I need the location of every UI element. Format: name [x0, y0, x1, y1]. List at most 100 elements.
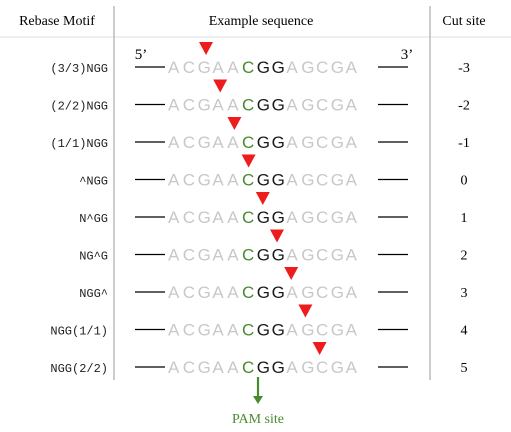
- sequence-letter: G: [272, 358, 285, 377]
- sequence-letter: A: [168, 171, 180, 190]
- sequence-letter: A: [212, 321, 224, 340]
- sequence-letter: A: [346, 133, 358, 152]
- sequence-letter: A: [346, 283, 358, 302]
- motif-label: NGG(2/2): [50, 362, 108, 376]
- sequence-letter: A: [227, 133, 239, 152]
- sequence-letter: A: [346, 58, 358, 77]
- cut-marker: [298, 304, 313, 318]
- sequence-letter: A: [227, 321, 239, 340]
- cut-marker: [199, 42, 213, 55]
- motif-label: NGG(1/1): [50, 325, 108, 339]
- motif-label: NGG^: [79, 287, 108, 301]
- sequence-letter: G: [331, 208, 344, 227]
- sequence-letter: A: [346, 321, 358, 340]
- sequence-letter: C: [242, 171, 254, 190]
- sequence-letter: G: [331, 283, 344, 302]
- sequence-letter: G: [301, 96, 314, 115]
- sequence-letter: C: [183, 283, 195, 302]
- sequence-letter: C: [242, 58, 254, 77]
- cut-value: 2: [461, 249, 468, 264]
- sequence-letter: A: [212, 171, 224, 190]
- sequence-letter: G: [331, 358, 344, 377]
- sequence-letter: A: [346, 246, 358, 265]
- sequence-letter: A: [286, 321, 298, 340]
- motif-label: N^GG: [79, 212, 108, 226]
- row: NGG(1/1) A C G A A C G G A G C G A 4: [50, 304, 468, 340]
- sequence-letter: G: [257, 58, 270, 77]
- sequence-letter: A: [286, 96, 298, 115]
- sequence-letter: G: [331, 246, 344, 265]
- sequence-letter: C: [316, 58, 328, 77]
- header-sequence: Example sequence: [209, 14, 314, 29]
- cut-value: -1: [458, 136, 470, 151]
- sequence-letter: C: [316, 358, 328, 377]
- sequence-letter: G: [198, 321, 211, 340]
- sequence-letter: G: [301, 283, 314, 302]
- sequence-letter: A: [286, 208, 298, 227]
- sequence-letter: C: [242, 208, 254, 227]
- sequence-letter: A: [168, 96, 180, 115]
- sequence-letter: A: [346, 171, 358, 190]
- sequence-letter: C: [183, 246, 195, 265]
- sequence-letter: C: [183, 171, 195, 190]
- sequence-letter: G: [301, 208, 314, 227]
- sequence-letter: A: [346, 208, 358, 227]
- row: N^GG A C G A A C G G A G C G A 1: [79, 192, 468, 227]
- sequence-letter: A: [227, 246, 239, 265]
- row: (3/3)NGG A C G A A C G G A G C G A -3: [50, 42, 470, 77]
- sequence-letter: C: [316, 96, 328, 115]
- sequence-letter: G: [301, 171, 314, 190]
- sequence-letter: C: [242, 96, 254, 115]
- sequence-letter: A: [168, 58, 180, 77]
- sequence-letter: C: [183, 321, 195, 340]
- sequence-letter: A: [286, 133, 298, 152]
- sequence-letter: G: [257, 96, 270, 115]
- sequence-letter: A: [346, 358, 358, 377]
- five-prime-label: 5’: [135, 47, 148, 63]
- sequence-letter: A: [346, 96, 358, 115]
- sequence-letter: A: [227, 58, 239, 77]
- sequence-letter: A: [227, 96, 239, 115]
- sequence-letter: G: [198, 246, 211, 265]
- sequence-letter: G: [331, 58, 344, 77]
- motif-label: (2/2)NGG: [50, 100, 108, 114]
- sequence-letter: C: [242, 246, 254, 265]
- cut-value: 0: [461, 174, 468, 189]
- motif-label: ^NGG: [79, 175, 108, 189]
- sequence-letter: G: [272, 133, 285, 152]
- sequence-letter: G: [198, 283, 211, 302]
- sequence-letter: G: [257, 246, 270, 265]
- cut-marker: [213, 79, 228, 93]
- sequence-letter: C: [183, 58, 195, 77]
- sequence-letter: G: [272, 58, 285, 77]
- row: (1/1)NGG A C G A A C G G A G C G A -1: [50, 117, 470, 152]
- sequence-letter: G: [272, 283, 285, 302]
- motif-label: (3/3)NGG: [50, 62, 108, 76]
- sequence-letter: A: [168, 208, 180, 227]
- sequence-letter: G: [198, 358, 211, 377]
- cut-marker: [241, 154, 256, 168]
- motif-label: NG^G: [79, 250, 108, 264]
- cut-value: 3: [461, 286, 468, 301]
- sequence-letter: A: [168, 321, 180, 340]
- cut-value: 1: [461, 211, 468, 226]
- sequence-letter: C: [242, 358, 254, 377]
- sequence-letter: C: [183, 133, 195, 152]
- sequence-letter: G: [257, 321, 270, 340]
- sequence-letter: C: [316, 283, 328, 302]
- sequence-letter: G: [257, 283, 270, 302]
- sequence-letter: G: [301, 246, 314, 265]
- cut-marker: [270, 229, 284, 243]
- sequence-letter: A: [227, 171, 239, 190]
- sequence-letter: G: [257, 171, 270, 190]
- cut-marker: [312, 342, 327, 355]
- sequence-letter: A: [286, 171, 298, 190]
- row: NGG(2/2) A C G A A C G G A G C G A 5: [50, 342, 468, 377]
- sequence-letter: A: [168, 283, 180, 302]
- sequence-letter: C: [183, 208, 195, 227]
- sequence-letter: G: [272, 171, 285, 190]
- sequence-letter: A: [212, 246, 224, 265]
- sequence-letter: G: [198, 171, 211, 190]
- three-prime-label: 3’: [401, 47, 414, 63]
